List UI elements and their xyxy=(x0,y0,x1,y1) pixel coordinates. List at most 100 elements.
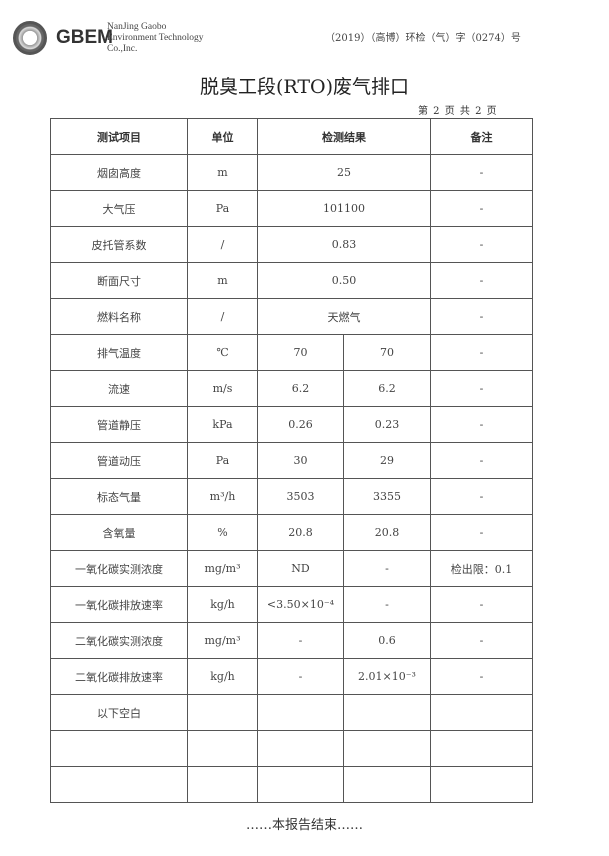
table-row: 断面尺寸 m 0.50- xyxy=(50,262,533,299)
cell-unit: ℃ xyxy=(187,334,258,371)
header-item: 测试项目 xyxy=(50,118,188,155)
cell-result-2: 70 xyxy=(343,334,431,371)
cell-item: 流速 xyxy=(50,370,188,407)
cell-result: 101100 xyxy=(257,190,431,227)
cell-unit: kPa xyxy=(187,406,258,443)
table-row: 标态气量 m³/h 3503 3355- xyxy=(50,478,533,515)
company-name: NanJing Gaobo Environment Technology Co.… xyxy=(107,22,204,55)
page-number: 第 2 页 共 2 页 xyxy=(418,106,498,117)
cell-item: 含氧量 xyxy=(50,514,188,551)
cell-unit: m xyxy=(187,262,258,299)
cell-unit: Pa xyxy=(187,190,258,227)
cell-result-1: <3.50×10⁻⁴ xyxy=(257,586,344,623)
cell-item: 一氧化碳排放速率 xyxy=(50,586,188,623)
cell-result-2: 3355 xyxy=(343,478,431,515)
cell-result-2 xyxy=(343,730,431,767)
cell-remark xyxy=(430,730,533,767)
cell-item: 断面尺寸 xyxy=(50,262,188,299)
table-row: 二氧化碳实测浓度 mg/m³ -0.6- xyxy=(50,622,533,659)
table-header-row: 测试项目 单位 检测结果 备注 xyxy=(50,118,533,155)
cell-unit: kg/h xyxy=(187,658,258,695)
cell-unit: Pa xyxy=(187,442,258,479)
cell-remark: - xyxy=(430,190,533,227)
cell-remark: - xyxy=(430,226,533,263)
cell-remark: - xyxy=(430,622,533,659)
table-row: 烟囱高度 m 25- xyxy=(50,154,533,191)
table-row: 燃料名称 / 天燃气 - xyxy=(50,298,533,335)
cell-result-1: - xyxy=(257,622,344,659)
cell-item: 燃料名称 xyxy=(50,298,188,335)
cell-result-1: 6.2 xyxy=(257,370,344,407)
cell-remark xyxy=(430,766,533,803)
cell-unit: m/s xyxy=(187,370,258,407)
cell-remark: - xyxy=(430,262,533,299)
cell-result: 天燃气 xyxy=(257,298,431,335)
cell-item: 一氧化碳实测浓度 xyxy=(50,550,188,587)
cell-item xyxy=(50,766,188,803)
cell-result-2: 2.01×10⁻³ xyxy=(343,658,431,695)
cell-item: 二氧化碳排放速率 xyxy=(50,658,188,695)
cell-result-1: 20.8 xyxy=(257,514,344,551)
table-row: 大气压 Pa 101100- xyxy=(50,190,533,227)
header-remark: 备注 xyxy=(430,118,533,155)
cell-result: 0.50 xyxy=(257,262,431,299)
cell-remark: 检出限：0.1 xyxy=(430,550,533,587)
company-line: NanJing Gaobo xyxy=(107,22,167,32)
cell-unit xyxy=(187,766,258,803)
cell-result-1 xyxy=(257,694,344,731)
cell-result-2 xyxy=(343,766,431,803)
cell-result-1: ND xyxy=(257,550,344,587)
cell-remark: - xyxy=(430,298,533,335)
cell-remark: - xyxy=(430,478,533,515)
cell-item: 排气温度 xyxy=(50,334,188,371)
cell-remark: - xyxy=(430,586,533,623)
table-row xyxy=(50,730,533,767)
cell-item: 管道动压 xyxy=(50,442,188,479)
header-result: 检测结果 xyxy=(257,118,431,155)
cell-result-1 xyxy=(257,766,344,803)
cell-remark: - xyxy=(430,406,533,443)
cell-unit xyxy=(187,730,258,767)
cell-unit: / xyxy=(187,298,258,335)
table-row: 一氧化碳实测浓度 mg/m³ ND - 检出限：0.1 xyxy=(50,550,533,587)
cell-remark: - xyxy=(430,442,533,479)
cell-result-2: 0.23 xyxy=(343,406,431,443)
cell-unit: kg/h xyxy=(187,586,258,623)
cell-unit: % xyxy=(187,514,258,551)
cell-unit: mg/m³ xyxy=(187,550,258,587)
company-line: Co.,Inc. xyxy=(107,44,138,54)
table-row: 排气温度 ℃ 70 70- xyxy=(50,334,533,371)
cell-result-1: 30 xyxy=(257,442,344,479)
table-row: 管道静压 kPa 0.26 0.23- xyxy=(50,406,533,443)
cell-unit xyxy=(187,694,258,731)
cell-result-2: - xyxy=(343,586,431,623)
report-end-note: ……本报告结束…… xyxy=(245,818,363,833)
cell-item: 大气压 xyxy=(50,190,188,227)
table-row: 流速 m/s 6.2 6.2- xyxy=(50,370,533,407)
cell-result-2 xyxy=(343,694,431,731)
cell-item: 烟囱高度 xyxy=(50,154,188,191)
cell-result-1 xyxy=(257,730,344,767)
cell-result: 0.83 xyxy=(257,226,431,263)
table-row: 含氧量% 20.8 20.8- xyxy=(50,514,533,551)
cell-item: 皮托管系数 xyxy=(50,226,188,263)
report-number: （2019）（高博）环检（气）字（0274）号 xyxy=(325,33,521,44)
cell-result-2: 0.6 xyxy=(343,622,431,659)
cell-result-1: 0.26 xyxy=(257,406,344,443)
cell-remark: - xyxy=(430,334,533,371)
cell-remark xyxy=(430,694,533,731)
cell-item: 二氧化碳实测浓度 xyxy=(50,622,188,659)
table-row: 皮托管系数/0.83- xyxy=(50,226,533,263)
company-seal-logo xyxy=(13,21,47,55)
page-title: 脱臭工段(RTO)废气排口 xyxy=(199,76,410,98)
header-unit: 单位 xyxy=(187,118,258,155)
table-row: 一氧化碳排放速率 kg/h <3.50×10⁻⁴ - - xyxy=(50,586,533,623)
cell-item xyxy=(50,730,188,767)
cell-item: 以下空白 xyxy=(50,694,188,731)
brand-name: GBEM xyxy=(56,27,113,48)
cell-item: 标态气量 xyxy=(50,478,188,515)
cell-result-1: 70 xyxy=(257,334,344,371)
cell-result-2: - xyxy=(343,550,431,587)
cell-item: 管道静压 xyxy=(50,406,188,443)
